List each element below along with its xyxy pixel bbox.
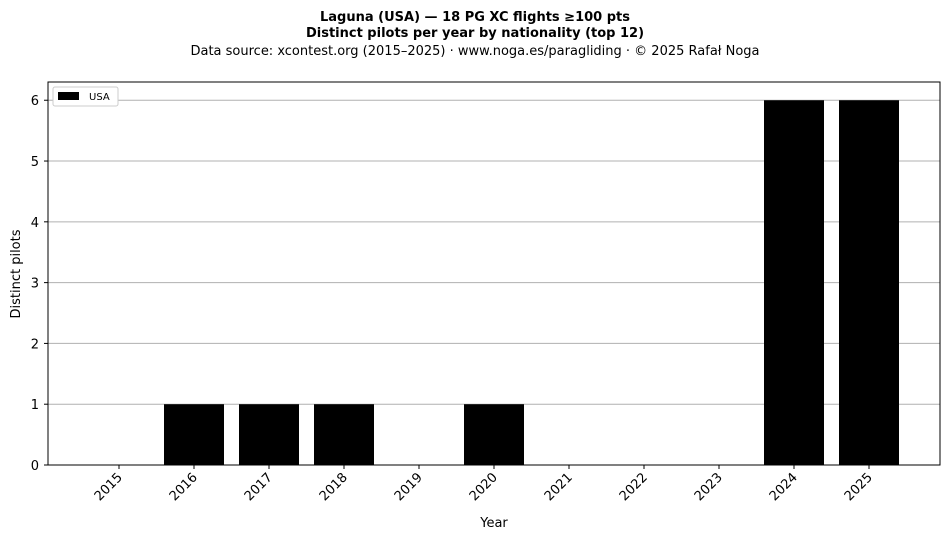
y-tick-label: 3: [31, 277, 39, 292]
bar-2017: [239, 404, 299, 465]
legend-box: [52, 86, 119, 107]
bar-2020: [464, 404, 524, 465]
bars: [164, 100, 899, 465]
bar-2016: [164, 404, 224, 465]
y-tick-label: 1: [31, 398, 39, 413]
bar-2024: [764, 100, 824, 465]
y-tick-label: 5: [31, 155, 39, 170]
x-tick-label: 2015: [92, 470, 126, 504]
y-tick-label: 2: [31, 337, 39, 352]
bar-2025: [839, 100, 899, 465]
y-tick-label: 0: [31, 459, 39, 474]
legend-label: USA: [89, 92, 110, 103]
y-axis-label: Distinct pilots: [9, 229, 24, 318]
legend: USA: [52, 86, 119, 107]
legend-swatch: [58, 92, 79, 100]
x-tick-label: 2024: [767, 470, 801, 504]
x-tick-label: 2022: [617, 470, 651, 504]
x-tick-label: 2019: [392, 470, 426, 504]
x-axis-label: Year: [479, 516, 508, 531]
x-tick-label: 2017: [242, 470, 276, 504]
chart-title-line1: Laguna (USA) — 18 PG XC flights ≥100 pts: [320, 10, 630, 25]
x-tick-label: 2018: [317, 470, 351, 504]
y-tick-label: 4: [31, 216, 39, 231]
x-tick-label: 2021: [542, 470, 576, 504]
x-tick-label: 2016: [167, 470, 201, 504]
x-tick-label: 2020: [467, 470, 501, 504]
x-tick-label: 2025: [842, 470, 876, 504]
y-tick-label: 6: [31, 94, 39, 109]
x-tick-label: 2023: [692, 470, 726, 504]
bar-2018: [314, 404, 374, 465]
chart-subtitle: Data source: xcontest.org (2015–2025) · …: [190, 44, 759, 59]
x-ticks: 2015 2016 2017 2018 2019 2020 2021 2022 2023 2024…: [92, 465, 876, 504]
chart-title-line2: Distinct pilots per year by nationality …: [306, 26, 644, 41]
y-ticks: 0 1 2 3 4 5 6: [31, 94, 48, 474]
